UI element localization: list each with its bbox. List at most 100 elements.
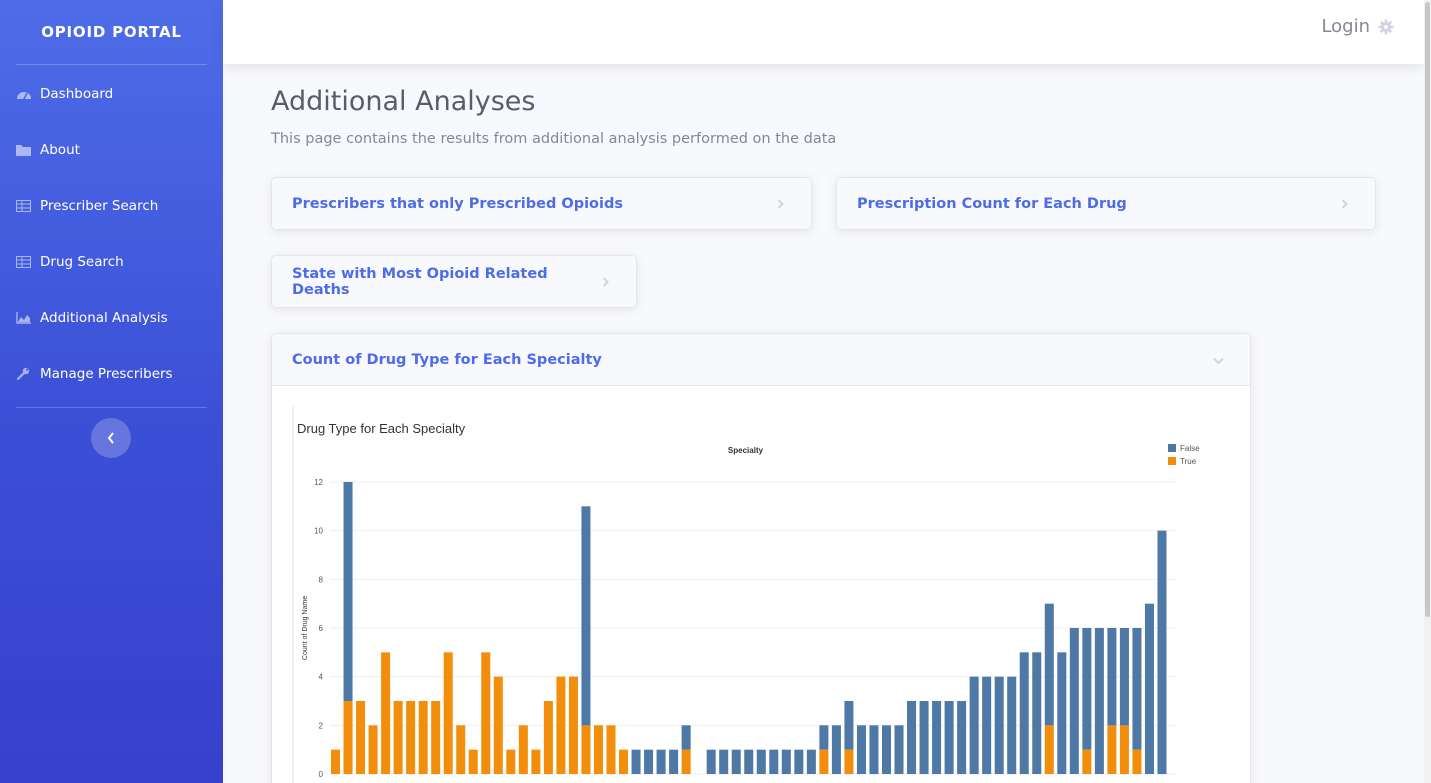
bar-false	[781, 749, 791, 774]
bar-false	[932, 701, 942, 774]
card-header[interactable]: Count of Drug Type for Each Specialty	[272, 334, 1250, 386]
page-subtitle: This page contains the results from addi…	[271, 131, 837, 147]
bar-true	[681, 749, 691, 774]
sidebar-item-label: Additional Analysis	[40, 310, 168, 326]
bar-false	[769, 749, 779, 774]
gear-icon	[1378, 19, 1394, 34]
bar-false	[794, 749, 804, 774]
bar-true	[543, 701, 553, 774]
bar-false	[1032, 652, 1042, 774]
bar-true	[518, 725, 528, 774]
bar-false	[744, 749, 754, 774]
bar-true	[606, 725, 616, 774]
bar-false	[1057, 652, 1067, 774]
chevron-right-icon	[775, 198, 785, 209]
bar-false	[1119, 628, 1129, 726]
chart-title: Drug Type for Each Specialty	[297, 421, 466, 436]
legend-swatch-true	[1168, 457, 1176, 465]
sidebar-item-label: Dashboard	[40, 86, 114, 102]
chevron-right-icon	[600, 276, 610, 287]
bar-false	[806, 749, 816, 774]
bar-true	[1132, 749, 1142, 774]
bar-true	[1044, 725, 1054, 774]
chevron-left-icon	[107, 429, 115, 448]
card-drug-type-specialty: Count of Drug Type for Each Specialty Dr…	[271, 333, 1251, 783]
chart-container: Drug Type for Each Specialty Specialty 0 2 4…	[292, 406, 1232, 783]
legend-swatch-false	[1168, 444, 1176, 452]
bar-true	[568, 676, 578, 774]
sidebar-item-label: About	[40, 142, 80, 158]
login-button[interactable]: Login	[1321, 16, 1394, 37]
sidebar-divider	[16, 407, 207, 408]
bar-false	[1007, 676, 1017, 774]
bar-false	[1144, 603, 1154, 774]
bar-false	[957, 701, 967, 774]
sidebar-toggle-button[interactable]	[91, 418, 131, 458]
sidebar-item-additional-analysis[interactable]: Additional Analysis	[0, 290, 223, 346]
bar-false	[819, 725, 829, 750]
bar-false	[881, 725, 892, 774]
bar-true	[456, 725, 466, 774]
chevron-right-icon	[1339, 198, 1349, 209]
bar-true	[481, 652, 491, 774]
sidebar-item-manage-prescribers[interactable]: Manage Prescribers	[0, 346, 223, 402]
bar-false	[982, 676, 992, 774]
bar-true	[343, 701, 353, 774]
sidebar-item-about[interactable]: About	[0, 122, 223, 178]
bar-false	[831, 725, 841, 774]
legend-label-true: True	[1180, 457, 1197, 466]
bar-false	[907, 701, 917, 774]
bar-false	[1019, 652, 1029, 774]
bar-false	[1094, 628, 1104, 774]
table-icon	[16, 255, 32, 269]
card-prescription-count[interactable]: Prescription Count for Each Drug	[836, 177, 1376, 230]
bar-false	[856, 725, 866, 774]
bar-false	[669, 749, 679, 774]
bar-false	[644, 749, 654, 774]
bar-false	[1069, 628, 1079, 774]
bar-false	[1132, 628, 1142, 750]
bar-false	[756, 749, 766, 774]
bar-true	[1082, 749, 1092, 774]
bar-true	[819, 749, 829, 774]
card-state-most-deaths[interactable]: State with Most Opioid Related Deaths	[271, 255, 637, 308]
table-icon	[16, 199, 32, 213]
bar-false	[919, 701, 929, 774]
bar-true	[393, 701, 403, 774]
sidebar-item-drug-search[interactable]: Drug Search	[0, 234, 223, 290]
sidebar-item-label: Drug Search	[40, 254, 124, 270]
bar-true	[506, 749, 516, 774]
card-title: Count of Drug Type for Each Specialty	[292, 351, 602, 368]
bar-true	[368, 725, 378, 774]
chart-column-header: Specialty	[728, 446, 764, 455]
bar-false	[343, 482, 353, 701]
drug-type-chart: Drug Type for Each Specialty Specialty 0 2 4…	[292, 406, 1200, 783]
page-scrollbar[interactable]	[1424, 0, 1431, 783]
card-prescribers-only-opioids[interactable]: Prescribers that only Prescribed Opioids	[271, 177, 812, 230]
bar-false	[869, 725, 879, 774]
login-label: Login	[1321, 16, 1370, 37]
bar-true	[356, 701, 366, 774]
bar-false	[706, 749, 716, 774]
bar-false	[656, 749, 666, 774]
bar-true	[844, 749, 854, 774]
scrollbar-thumb[interactable]	[1425, 2, 1430, 617]
y-tick-label: 2	[319, 721, 324, 730]
sidebar-item-dashboard[interactable]: Dashboard	[0, 66, 223, 122]
card-title: Prescription Count for Each Drug	[857, 195, 1127, 212]
sidebar-item-prescriber-search[interactable]: Prescriber Search	[0, 178, 223, 234]
y-tick-label: 8	[319, 575, 324, 584]
bar-true	[381, 652, 391, 774]
brand-title[interactable]: OPIOID PORTAL	[41, 23, 182, 41]
bar-true	[431, 701, 441, 774]
area-chart-icon	[16, 311, 32, 325]
chevron-down-icon	[1213, 350, 1224, 369]
bar-true	[418, 701, 428, 774]
tachometer-icon	[16, 87, 32, 101]
bar-true	[581, 725, 591, 774]
card-title: Prescribers that only Prescribed Opioids	[292, 195, 623, 212]
folder-icon	[16, 143, 32, 157]
topbar: Login	[223, 0, 1424, 64]
bar-false	[731, 749, 741, 774]
bar-true	[531, 749, 541, 774]
